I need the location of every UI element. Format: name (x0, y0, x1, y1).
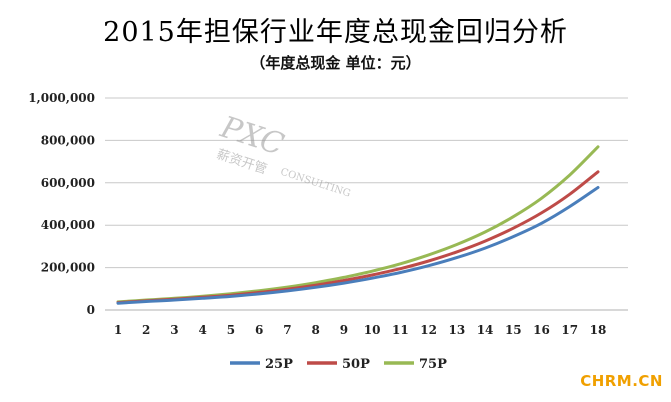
x-tick-label: 2 (142, 323, 150, 337)
x-tick-label: 15 (505, 323, 522, 337)
series-lines (116, 145, 600, 305)
site-badge: CHRM.CN (580, 372, 663, 390)
legend-label-25p: 25P (265, 357, 293, 372)
x-tick-label: 8 (311, 323, 319, 337)
legend-label-50p: 50P (342, 357, 370, 372)
legend-label-75p: 75P (419, 357, 447, 372)
x-tick-label: 7 (283, 323, 291, 337)
x-tick-label: 14 (477, 323, 494, 337)
y-tick-label: 800,000 (41, 133, 95, 147)
x-tick-label: 10 (364, 323, 381, 337)
x-tick-label: 9 (340, 323, 348, 337)
y-tick-label: 1,000,000 (28, 91, 95, 105)
chart-title: 2015年担保行业年度总现金回归分析 (103, 17, 568, 48)
x-tick-label: 6 (255, 323, 263, 337)
x-tick-label: 5 (227, 323, 235, 337)
legend: 25P 50P 75P (230, 357, 447, 372)
grid-lines (105, 97, 628, 311)
x-tick-label: 11 (392, 323, 409, 337)
y-tick-label: 0 (87, 303, 95, 317)
x-tick-label: 18 (590, 323, 607, 337)
x-tick-label: 1 (114, 323, 122, 337)
chart-subtitle: （年度总现金 单位：元） (250, 54, 421, 72)
y-tick-label: 200,000 (41, 261, 95, 275)
x-axis-ticks: 1 2 3 4 5 6 7 8 9 10 11 12 13 14 15 16 17 18 (114, 323, 607, 337)
x-tick-label: 4 (199, 323, 207, 337)
series-line-50p (116, 170, 600, 305)
x-tick-label: 12 (420, 323, 437, 337)
x-tick-label: 17 (561, 323, 578, 337)
x-tick-label: 16 (533, 323, 550, 337)
watermark: PXC 薪资开管 CONSULTING (215, 110, 352, 200)
x-tick-label: 13 (448, 323, 465, 337)
y-axis-ticks: 0 200,000 400,000 600,000 800,000 1,000,000 (28, 91, 95, 317)
y-tick-label: 400,000 (41, 218, 95, 232)
series-line-25p (116, 186, 600, 305)
x-tick-label: 3 (170, 323, 178, 337)
y-tick-label: 600,000 (41, 176, 95, 190)
